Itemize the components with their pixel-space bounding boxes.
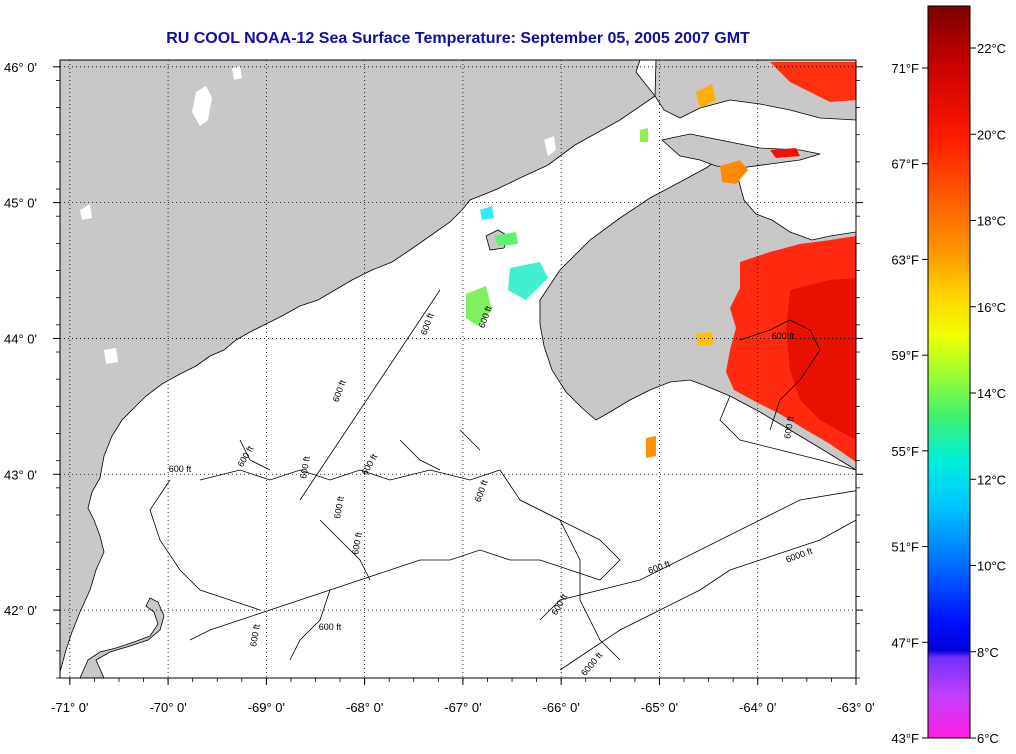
map-title: RU COOL NOAA-12 Sea Surface Temperature:… [166,30,750,47]
fahrenheit-label: 43°F [891,731,919,746]
axis-ticks [53,66,863,685]
lake-5 [544,136,556,156]
sst-patch-pei [720,160,748,184]
fahrenheit-label: 63°F [891,252,919,267]
fahrenheit-label: 51°F [891,540,919,555]
celsius-label: 20°C [977,127,1006,142]
fahrenheit-label: 67°F [891,157,919,172]
contour-label: 600 ft [298,455,312,479]
celsius-label: 6°C [977,731,999,746]
sst-patch-yellow-small [696,332,714,346]
sst-patch-cyan-2 [480,206,494,220]
contour-label: 600 ft [350,531,364,555]
celsius-label: 8°C [977,645,999,660]
graticule [60,60,857,678]
land-pei-region [661,133,821,169]
sst-patch-green-2 [494,232,518,246]
fahrenheit-label: 55°F [891,444,919,459]
sst-patch-upper-bay [696,84,716,108]
colorbar-labels: 22°C 20°C 18°C 16°C 14°C 12°C 10°C 8°C 6°C 71°F 67… [891,41,1006,746]
lon-tick-label: -68° 0' [346,700,383,715]
contour-label: 600 ft [782,415,796,439]
contour-label: 600 ft [319,622,342,632]
sst-patch-green-3 [640,128,648,142]
depth-contours [149,289,856,671]
celsius-label: 10°C [977,559,1006,574]
lake-2 [232,66,242,80]
celsius-label: 12°C [977,472,1006,487]
celsius-label: 22°C [977,41,1006,56]
contour-label: 600 ft [248,623,262,647]
sst-patch-nova-scotia-hot [786,278,856,440]
fahrenheit-label: 71°F [891,61,919,76]
lon-tick-label: -70° 0' [149,700,186,715]
lat-tick-label: 46° 0' [4,60,37,75]
sst-patch-cyan-1 [508,262,548,300]
sst-patch-small-red [770,148,800,158]
contour-label: 600 ft [169,464,192,474]
fahrenheit-label: 47°F [891,635,919,650]
land-mainland [60,60,656,673]
lon-tick-label: -64° 0' [739,700,776,715]
contour-label: 600 ft [772,331,795,341]
lat-tick-label: 43° 0' [4,467,37,482]
celsius-label: 18°C [977,214,1006,229]
lake-1 [192,86,212,126]
celsius-label: 16°C [977,300,1006,315]
lat-tick-label: 45° 0' [4,196,37,211]
lon-tick-label: -67° 0' [444,700,481,715]
longitude-labels: -71° 0' -70° 0' -69° 0' -68° 0' -67° 0' -66° … [51,700,874,715]
land-cape-cod [79,597,165,678]
fahrenheit-label: 59°F [891,348,919,363]
contour-label: 600 ft [332,495,346,519]
lon-tick-label: -66° 0' [543,700,580,715]
lon-tick-label: -65° 0' [641,700,678,715]
lon-tick-label: -63° 0' [837,700,874,715]
sst-patch-orange-small [646,436,656,458]
lake-3 [104,348,118,364]
lake-4 [80,204,92,220]
lat-tick-label: 44° 0' [4,331,37,346]
lon-tick-label: -69° 0' [248,700,285,715]
lon-tick-label: -71° 0' [51,700,88,715]
sst-patch-top-right [770,62,856,102]
lat-tick-label: 42° 0' [4,603,37,618]
latitude-labels: 46° 0' 45° 0' 44° 0' 43° 0' 42° 0' [4,60,37,618]
sst-patch-green-1 [466,286,492,326]
temperature-colorbar [927,5,971,739]
celsius-label: 14°C [977,386,1006,401]
